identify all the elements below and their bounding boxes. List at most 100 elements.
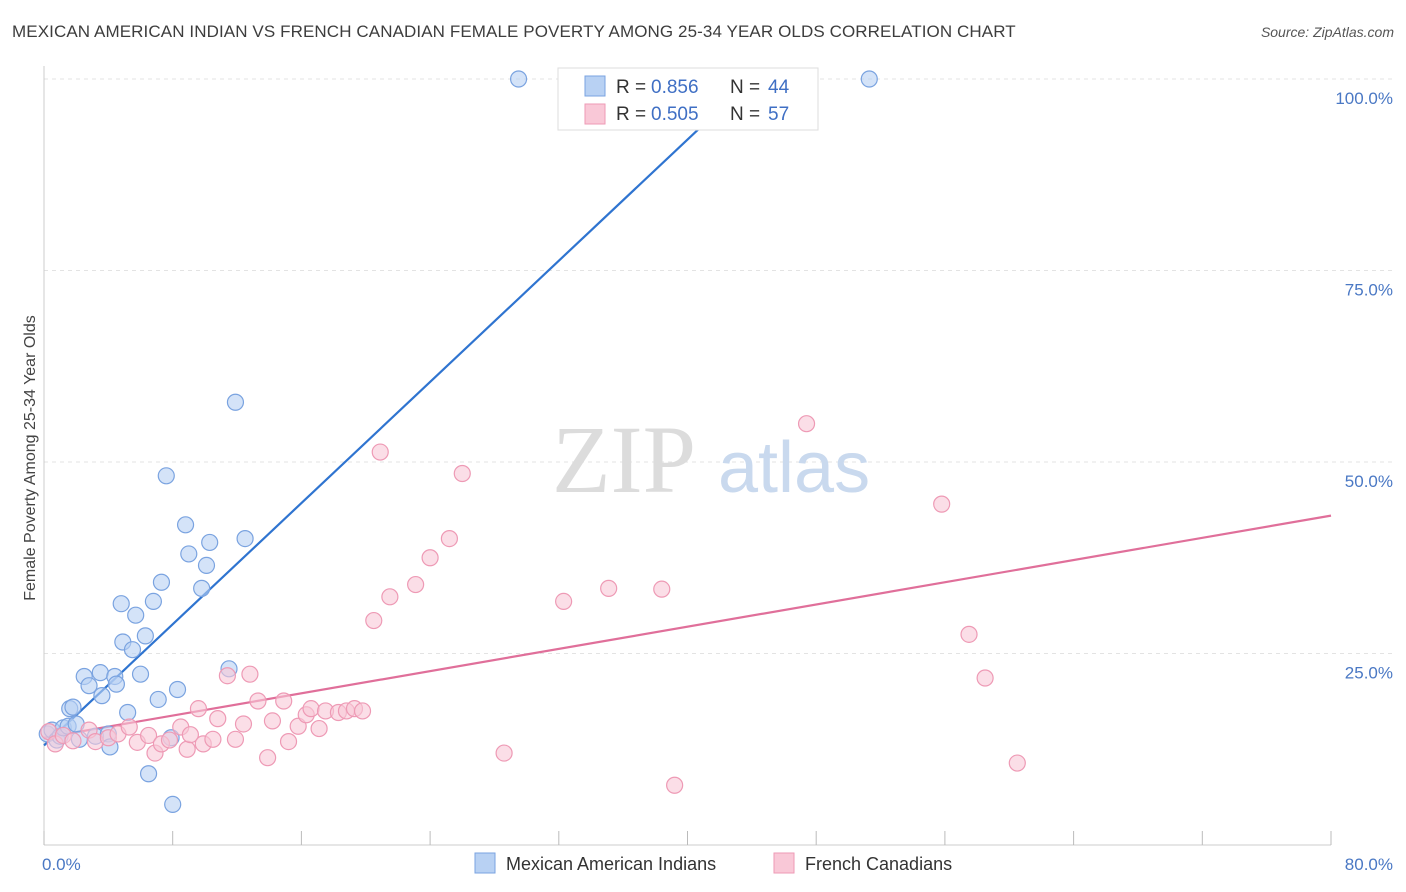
point-s1-54 [976,669,994,687]
legend-r-value-1: 0.856 [651,77,699,98]
bottom-legend-swatch-blue [474,852,496,874]
point-s1-15 [178,740,196,758]
point-s0-24 [131,665,150,683]
point-s0-22 [123,641,142,659]
y-tick-label-3: 25.0% [1345,664,1393,683]
point-s1-26 [259,749,277,767]
x-tick-label-0: 0.0% [42,855,81,874]
point-s1-25 [249,692,267,710]
point-s1-19 [204,730,222,748]
point-s0-28 [149,690,167,709]
point-s0-33 [168,680,187,699]
point-s0-11 [80,677,98,695]
point-s0-35 [180,545,198,563]
grid-lines [44,78,1394,654]
legend-n-value-2: 57 [768,104,789,125]
y-axis-label: Female Poverty Among 25-34 Year Olds [22,315,39,601]
point-s1-41 [381,588,399,606]
watermark-atlas: atlas [718,428,870,508]
point-s1-49 [653,580,671,598]
y-tick-label-1: 75.0% [1345,281,1393,300]
point-s1-40 [371,443,389,461]
legend-r-label-1: R = [616,77,646,98]
point-s1-51 [797,415,816,433]
point-s1-45 [453,464,471,483]
point-s0-41 [236,529,254,548]
point-s1-27 [263,712,282,730]
legend-r-value-2: 0.505 [651,104,699,125]
trend-line-0 [43,78,753,747]
watermark: ZIP atlas [552,406,870,513]
y-tick-label-2: 50.0% [1345,472,1393,491]
point-s1-10 [139,726,158,745]
correlation-legend: R = 0.856 N = 44 R = 0.505 N = 57 [557,67,819,131]
point-s1-32 [302,700,320,718]
series-legend: Mexican American Indians French Canadian… [474,852,952,874]
point-s0-26 [139,765,158,783]
axes [43,66,1332,846]
point-s1-28 [275,692,293,710]
point-s1-46 [495,744,513,762]
point-s1-43 [421,549,439,567]
point-s0-42 [509,70,528,88]
y-tick-label-0: 100.0% [1335,89,1393,108]
point-s0-30 [157,467,175,485]
point-s1-21 [218,667,236,685]
bottom-legend-swatch-pink [773,852,795,874]
legend-n-label-1: N = [730,77,760,98]
point-s0-21 [119,703,137,722]
point-s1-3 [64,732,82,750]
trend-line-1 [43,514,1332,739]
point-s1-22 [226,730,245,748]
legend-n-label-2: N = [730,104,760,125]
point-s1-39 [365,611,383,630]
point-s1-42 [407,575,425,594]
point-s1-23 [234,715,253,733]
legend-swatch-blue [584,75,606,97]
bottom-legend-label-pink: French Canadians [805,854,952,874]
point-s1-8 [120,718,138,736]
point-s0-29 [152,573,171,591]
point-s1-20 [209,710,227,728]
x-tick-label-1: 80.0% [1345,855,1393,874]
point-s1-44 [440,529,459,548]
watermark-zip: ZIP [552,406,696,513]
source-label: Source: ZipAtlas.com [1260,24,1394,40]
point-s1-29 [279,732,298,751]
point-s0-13 [91,664,109,682]
point-s0-7 [64,698,82,716]
point-s1-47 [555,592,573,611]
point-s1-33 [310,719,328,738]
point-s0-23 [127,606,145,624]
point-s0-43 [860,70,878,88]
legend-n-value-1: 44 [768,77,790,98]
point-s1-48 [600,579,618,597]
point-s1-24 [241,665,259,683]
bottom-legend-label-blue: Mexican American Indians [506,854,716,874]
point-s1-55 [1008,754,1026,772]
point-s1-50 [666,776,684,794]
point-s0-18 [107,675,125,693]
point-s0-32 [164,795,182,814]
chart-title: MEXICAN AMERICAN INDIAN VS FRENCH CANADI… [12,22,1016,41]
point-s0-34 [176,516,195,534]
point-s1-13 [160,731,179,749]
point-s1-53 [960,625,978,643]
point-s0-38 [201,533,219,552]
point-s1-17 [189,700,208,718]
point-s0-40 [226,393,245,411]
point-s0-27 [144,592,162,611]
data-points [38,70,1026,814]
point-s1-52 [933,495,951,513]
point-s1-38 [353,702,372,720]
legend-r-label-2: R = [616,104,646,125]
point-s0-36 [193,579,211,597]
legend-swatch-pink [584,103,606,125]
point-s0-25 [136,627,154,645]
point-s1-16 [181,726,199,744]
point-s0-37 [197,556,216,575]
point-s0-19 [112,595,130,613]
point-s0-14 [93,687,111,705]
tick-labels: 100.0% 75.0% 50.0% 25.0% 0.0% 80.0% [42,89,1393,874]
